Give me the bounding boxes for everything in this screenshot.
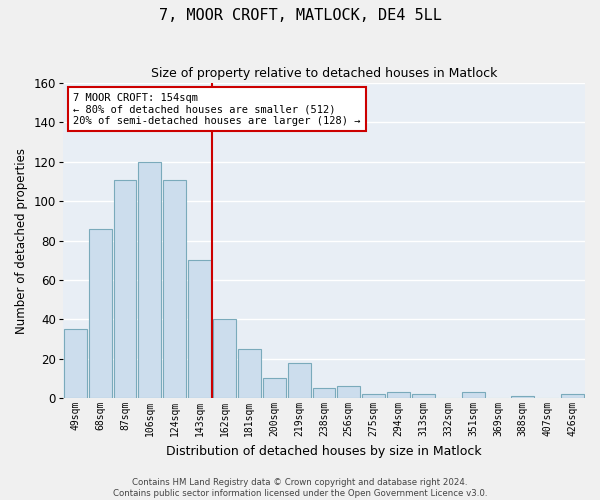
Text: 7 MOOR CROFT: 154sqm
← 80% of detached houses are smaller (512)
20% of semi-deta: 7 MOOR CROFT: 154sqm ← 80% of detached h…: [73, 92, 361, 126]
Text: Contains HM Land Registry data © Crown copyright and database right 2024.
Contai: Contains HM Land Registry data © Crown c…: [113, 478, 487, 498]
Bar: [412, 394, 435, 398]
Title: Size of property relative to detached houses in Matlock: Size of property relative to detached ho…: [151, 68, 497, 80]
Bar: [263, 378, 286, 398]
Bar: [238, 349, 261, 398]
Y-axis label: Number of detached properties: Number of detached properties: [15, 148, 28, 334]
Bar: [188, 260, 211, 398]
Bar: [387, 392, 410, 398]
Bar: [561, 394, 584, 398]
Bar: [64, 329, 87, 398]
Bar: [113, 180, 136, 398]
Text: 7, MOOR CROFT, MATLOCK, DE4 5LL: 7, MOOR CROFT, MATLOCK, DE4 5LL: [158, 8, 442, 22]
Bar: [89, 229, 112, 398]
Bar: [139, 162, 161, 398]
Bar: [313, 388, 335, 398]
Bar: [287, 362, 311, 398]
Bar: [362, 394, 385, 398]
Bar: [511, 396, 534, 398]
Bar: [163, 180, 186, 398]
X-axis label: Distribution of detached houses by size in Matlock: Distribution of detached houses by size …: [166, 444, 482, 458]
Bar: [461, 392, 485, 398]
Bar: [337, 386, 360, 398]
Bar: [213, 320, 236, 398]
